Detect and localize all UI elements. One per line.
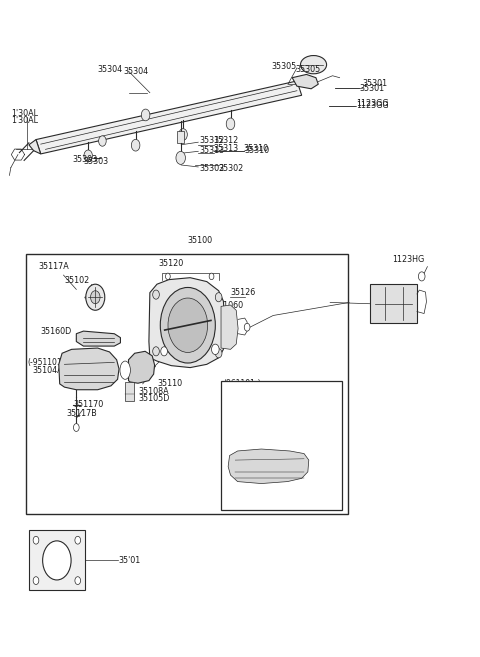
Polygon shape xyxy=(221,305,238,350)
Text: 1'30AL: 1'30AL xyxy=(12,109,38,118)
Ellipse shape xyxy=(300,56,326,74)
Text: 35305: 35305 xyxy=(296,65,321,74)
Circle shape xyxy=(86,284,105,310)
Text: 35108A: 35108A xyxy=(138,386,168,396)
Text: 35117B: 35117B xyxy=(67,409,97,418)
Bar xyxy=(25,254,348,514)
Circle shape xyxy=(166,273,170,280)
Text: 35120: 35120 xyxy=(158,259,184,268)
Text: 35102: 35102 xyxy=(64,276,90,284)
Polygon shape xyxy=(129,351,155,383)
Polygon shape xyxy=(59,348,119,390)
Bar xyxy=(221,380,342,510)
Circle shape xyxy=(33,536,39,544)
Text: 35117A: 35117A xyxy=(38,262,69,271)
Text: 35104A: 35104A xyxy=(33,366,63,374)
Circle shape xyxy=(153,347,159,356)
Text: 35305: 35305 xyxy=(272,62,297,71)
Circle shape xyxy=(160,288,216,363)
Text: 35310: 35310 xyxy=(244,144,269,153)
Text: 35110C: 35110C xyxy=(156,342,187,351)
Text: 35304: 35304 xyxy=(97,66,122,74)
Text: (961101-): (961101-) xyxy=(223,379,261,388)
Circle shape xyxy=(43,541,71,580)
Text: 35103: 35103 xyxy=(392,296,417,304)
Text: 35303: 35303 xyxy=(84,157,108,166)
Circle shape xyxy=(73,424,79,432)
Circle shape xyxy=(216,349,222,358)
Circle shape xyxy=(91,290,100,304)
Text: 1123GG: 1123GG xyxy=(356,99,389,108)
Bar xyxy=(125,382,134,401)
Bar xyxy=(29,530,85,591)
Circle shape xyxy=(75,577,81,585)
Polygon shape xyxy=(149,278,225,367)
Text: 35313: 35313 xyxy=(199,146,224,155)
Circle shape xyxy=(168,298,208,352)
Bar xyxy=(371,284,417,323)
Text: 35'01: 35'01 xyxy=(119,556,141,565)
Polygon shape xyxy=(36,81,301,154)
Text: 351060: 351060 xyxy=(214,300,244,309)
Circle shape xyxy=(226,118,235,129)
Text: 35302: 35302 xyxy=(199,164,225,173)
Text: 35312: 35312 xyxy=(214,137,239,145)
Text: 35100: 35100 xyxy=(187,236,212,245)
Text: 351170: 351170 xyxy=(73,400,103,409)
Circle shape xyxy=(141,109,150,121)
Circle shape xyxy=(75,536,81,544)
Text: 35313: 35313 xyxy=(214,144,239,153)
Circle shape xyxy=(84,150,93,162)
Text: 35312: 35312 xyxy=(199,137,225,145)
Text: 35301: 35301 xyxy=(360,83,384,93)
Polygon shape xyxy=(178,131,184,143)
Circle shape xyxy=(98,136,106,147)
Polygon shape xyxy=(228,449,309,484)
Circle shape xyxy=(161,347,168,356)
Circle shape xyxy=(209,273,214,280)
Text: 1'30AL: 1'30AL xyxy=(12,116,38,125)
Circle shape xyxy=(176,151,185,164)
Text: (-951101): (-951101) xyxy=(27,358,65,367)
Text: 35303: 35303 xyxy=(72,154,97,164)
Circle shape xyxy=(419,272,425,281)
Circle shape xyxy=(33,577,39,585)
Circle shape xyxy=(212,344,219,355)
Circle shape xyxy=(153,290,159,299)
Text: 35304: 35304 xyxy=(124,66,149,76)
Circle shape xyxy=(132,139,140,151)
Polygon shape xyxy=(292,74,318,89)
Text: 35104: 35104 xyxy=(156,333,181,342)
Text: 35110: 35110 xyxy=(157,379,182,388)
Ellipse shape xyxy=(120,361,131,379)
Text: 1123HG: 1123HG xyxy=(392,255,424,264)
Circle shape xyxy=(179,129,187,141)
Text: 35301: 35301 xyxy=(362,79,387,88)
Text: 1123GG: 1123GG xyxy=(356,101,388,110)
Circle shape xyxy=(244,323,250,331)
Polygon shape xyxy=(76,331,120,346)
Circle shape xyxy=(216,292,222,302)
Text: 35104A: 35104A xyxy=(227,387,258,396)
Text: 35105D: 35105D xyxy=(138,394,169,403)
Text: 35302: 35302 xyxy=(219,164,244,173)
Text: 35126: 35126 xyxy=(230,288,256,297)
Polygon shape xyxy=(29,139,41,154)
Text: 35160D: 35160D xyxy=(41,327,72,336)
Text: 35310: 35310 xyxy=(245,146,270,155)
